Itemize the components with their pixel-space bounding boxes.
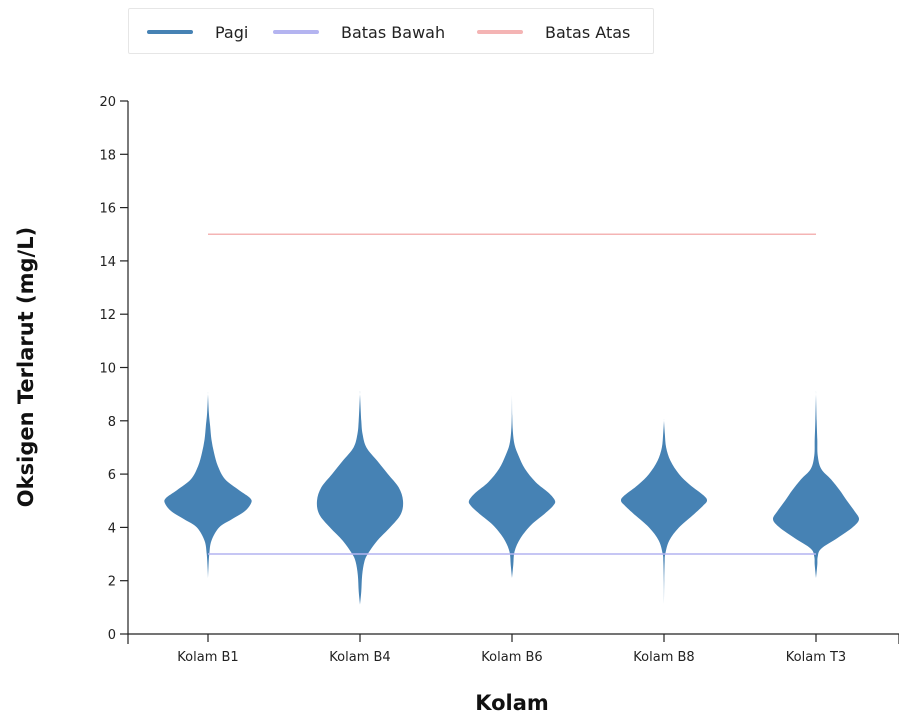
legend-swatch-pagi <box>147 30 193 34</box>
x-tick-label: Kolam B1 <box>177 650 238 665</box>
violin-kolam-b6[interactable] <box>468 391 556 579</box>
violin-layer <box>164 390 860 605</box>
y-tick-label: 20 <box>99 95 116 110</box>
legend-swatch-batas-atas <box>477 30 523 34</box>
x-axis-title: Kolam <box>475 691 549 715</box>
y-axis-title: Oksigen Terlarut (mg/L) <box>14 227 38 507</box>
y-tick-label: 0 <box>108 628 116 643</box>
y-tick-label: 16 <box>99 202 116 217</box>
violin-kolam-b8[interactable] <box>620 419 708 605</box>
legend-label-batas-atas: Batas Atas <box>545 22 631 42</box>
reference-lines <box>208 233 816 555</box>
x-tick-label: Kolam T3 <box>786 650 846 665</box>
y-tick-label: 18 <box>99 148 116 163</box>
y-tick-label: 12 <box>99 308 116 323</box>
legend-item-pagi[interactable]: Pagi <box>147 9 248 55</box>
x-tick-label: Kolam B6 <box>481 650 542 665</box>
legend-swatch-batas-bawah <box>273 30 319 34</box>
y-tick-label: 4 <box>108 521 116 536</box>
x-tick-label: Kolam B4 <box>329 650 390 665</box>
y-tick-label: 6 <box>108 468 116 483</box>
legend-item-batas-atas[interactable]: Batas Atas <box>477 9 630 55</box>
violin-kolam-t3[interactable] <box>772 390 860 579</box>
legend: Pagi Batas Bawah Batas Atas <box>128 8 654 54</box>
y-tick-label: 2 <box>108 575 116 590</box>
legend-label-batas-bawah: Batas Bawah <box>341 22 446 42</box>
violin-kolam-b1[interactable] <box>164 391 252 579</box>
x-tick-label: Kolam B8 <box>633 650 694 665</box>
legend-item-batas-bawah[interactable]: Batas Bawah <box>273 9 445 55</box>
y-tick-label: 10 <box>99 362 116 377</box>
axes: 0 2 4 6 8 10 12 14 16 18 20 Kolam B1 Kolam B4 Kolam B… <box>99 95 899 665</box>
y-tick-label: 14 <box>99 255 116 270</box>
violin-kolam-b4[interactable] <box>316 390 404 605</box>
legend-label-pagi: Pagi <box>215 22 249 42</box>
y-tick-label: 8 <box>108 415 116 430</box>
